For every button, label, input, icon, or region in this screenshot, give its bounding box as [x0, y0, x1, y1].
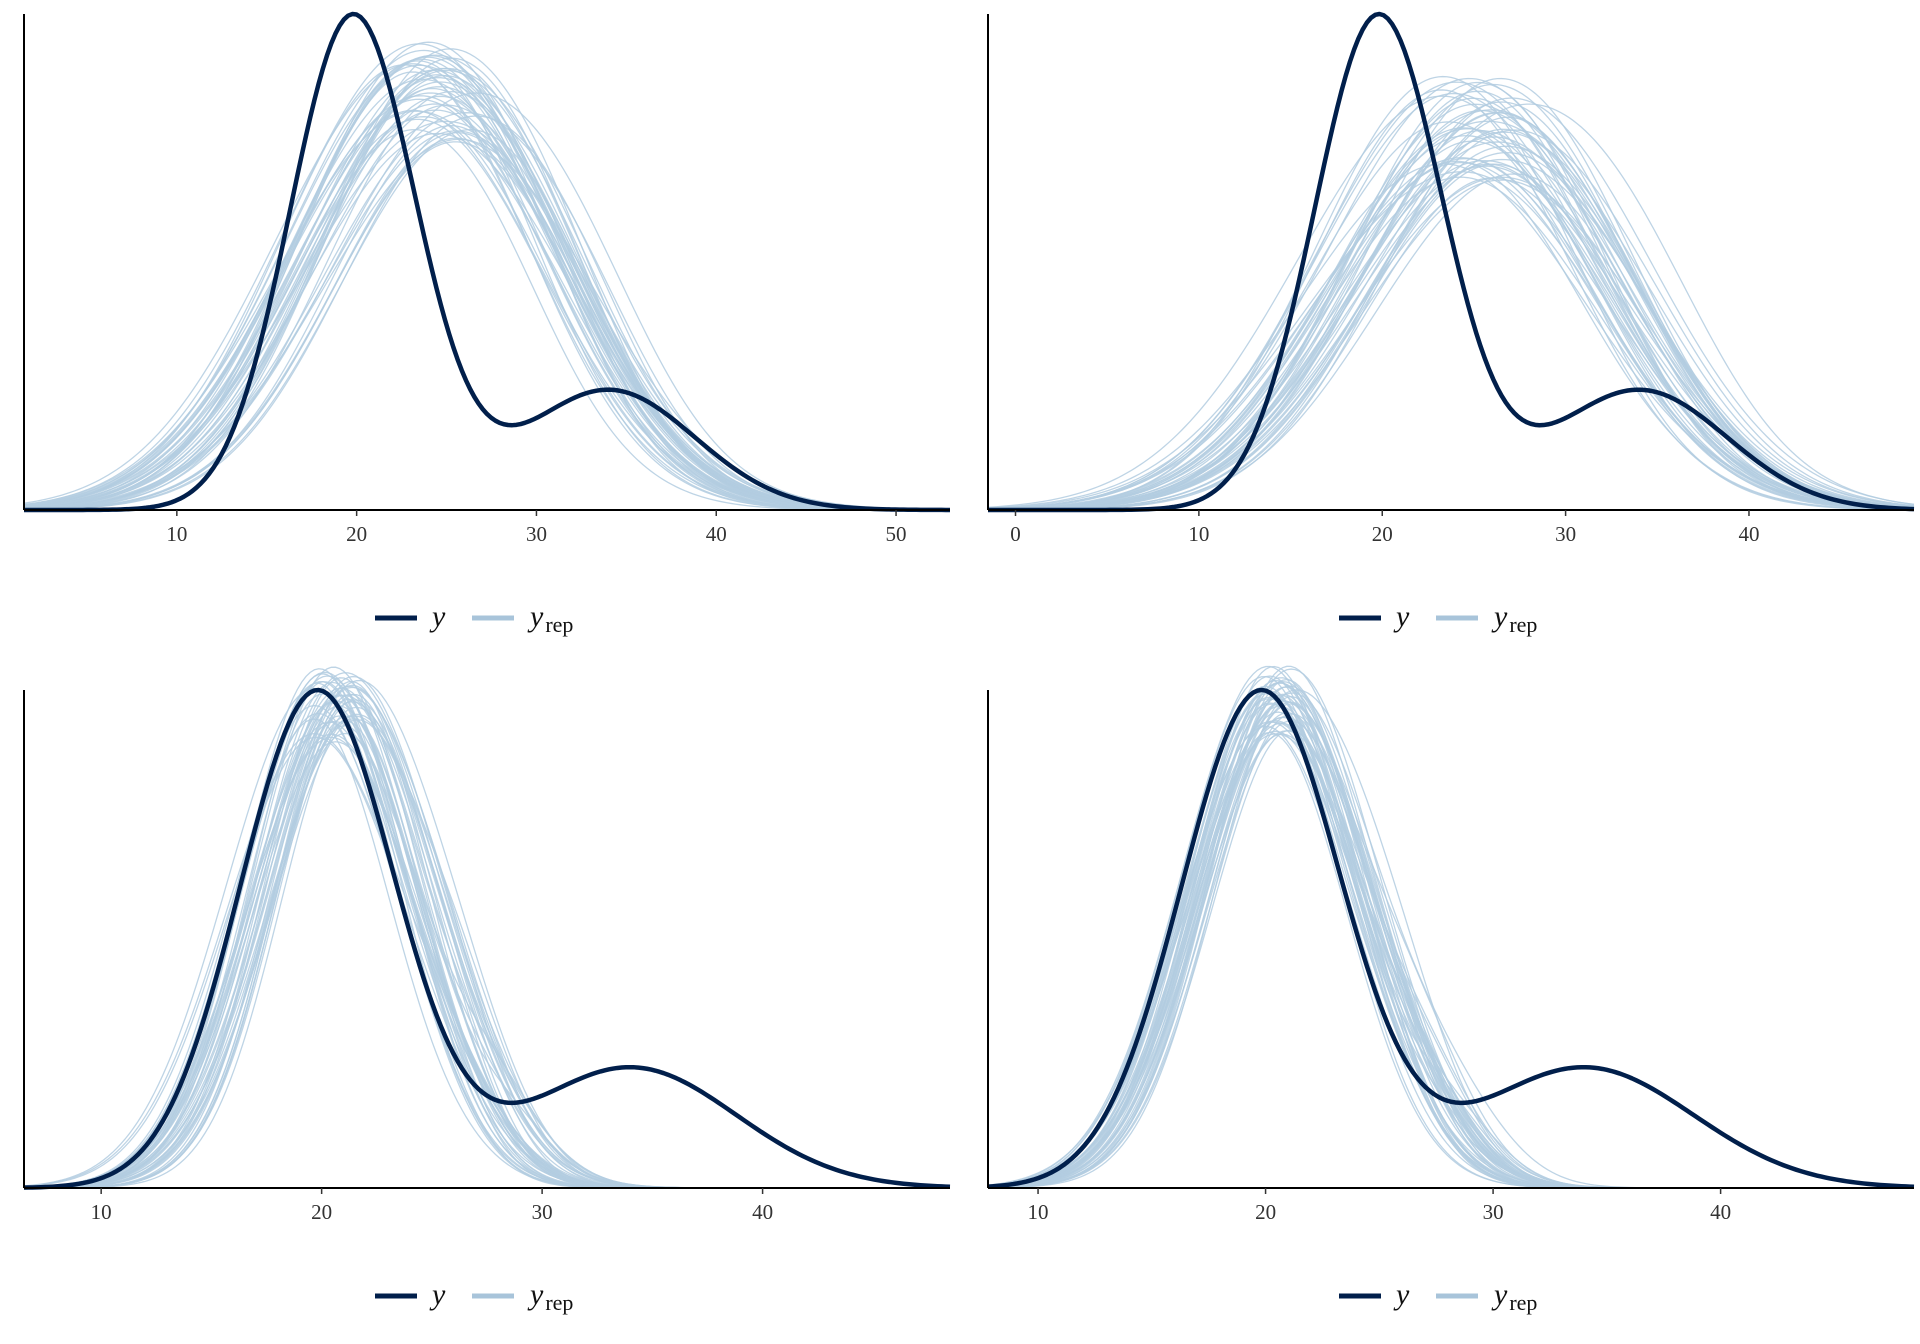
yrep-line: [987, 135, 1915, 511]
x-tick-label: 20: [1255, 1200, 1276, 1224]
yrep-line: [23, 43, 951, 511]
legend-yrep-label: yrep: [527, 1278, 573, 1315]
legend-yrep-label: yrep: [527, 600, 573, 637]
chart-panel-bottom-right: 10 20 30 40 y yrep: [987, 665, 1915, 1315]
yrep-line: [987, 730, 1914, 1189]
yrep-lines: [987, 665, 1914, 1189]
chart-panel-top-left: 10 20 30 40 50 y yrep: [23, 11, 951, 637]
x-tick-label: 10: [1028, 1200, 1049, 1224]
yrep-line: [23, 132, 951, 511]
x-tick-label: 0: [1010, 522, 1021, 546]
yrep-line: [987, 157, 1915, 510]
yrep-line: [987, 129, 1915, 511]
yrep-line: [987, 163, 1915, 510]
x-tick-label: 10: [166, 522, 187, 546]
yrep-line: [23, 675, 950, 1189]
legend: y yrep: [1339, 600, 1537, 637]
yrep-line: [987, 173, 1915, 511]
x-tick-label: 20: [1372, 522, 1393, 546]
x-tick-label: 20: [311, 1200, 332, 1224]
yrep-line: [23, 131, 951, 511]
yrep-line: [23, 129, 950, 511]
yrep-line: [987, 163, 1915, 511]
yrep-line: [23, 116, 951, 511]
legend-yrep-label: yrep: [1491, 600, 1537, 637]
yrep-line: [987, 95, 1915, 509]
yrep-line: [987, 140, 1915, 511]
x-tick-label: 40: [752, 1200, 773, 1224]
yrep-line: [987, 97, 1915, 511]
x-tick-label: 30: [1555, 522, 1576, 546]
yrep-line: [987, 131, 1915, 511]
x-tick-label: 40: [706, 522, 727, 546]
x-tick-label: 20: [346, 522, 367, 546]
yrep-line: [987, 163, 1915, 511]
yrep-lines: [987, 75, 1915, 511]
x-tick-label: 50: [886, 522, 907, 546]
y-observed-line: [23, 687, 951, 1190]
yrep-line: [23, 128, 950, 511]
yrep-line: [23, 109, 951, 511]
x-tick-label: 10: [1188, 522, 1209, 546]
yrep-line: [23, 64, 951, 511]
legend-y-label: y: [1393, 1278, 1410, 1311]
legend: y yrep: [375, 600, 573, 637]
yrep-line: [23, 125, 950, 511]
x-tick-label: 40: [1738, 522, 1759, 546]
yrep-lines: [23, 41, 951, 511]
chart-panel-bottom-left: 10 20 30 40 y yrep: [23, 666, 951, 1315]
x-tick-label: 30: [526, 522, 547, 546]
yrep-line: [987, 729, 1914, 1189]
yrep-line: [987, 92, 1915, 510]
legend-y-label: y: [1393, 600, 1410, 633]
x-tick-label: 40: [1710, 1200, 1731, 1224]
y-observed-line: [987, 687, 1915, 1189]
yrep-line: [987, 176, 1915, 511]
y-observed-line: [988, 11, 1915, 513]
yrep-line: [987, 128, 1915, 511]
yrep-line: [987, 120, 1915, 510]
yrep-line: [23, 92, 951, 511]
yrep-line: [987, 730, 1914, 1189]
x-tick-label: 30: [1483, 1200, 1504, 1224]
yrep-line: [23, 671, 950, 1189]
y-observed-line: [24, 11, 951, 513]
legend-yrep-label: yrep: [1491, 1278, 1537, 1315]
yrep-line: [987, 171, 1915, 510]
legend-y-label: y: [429, 1278, 446, 1311]
yrep-line: [987, 83, 1915, 511]
yrep-line: [23, 673, 950, 1189]
chart-panel-top-right: 0 10 20 30 40 y yrep: [987, 11, 1915, 637]
legend: y yrep: [375, 1278, 573, 1315]
yrep-line: [987, 733, 1914, 1189]
yrep-line: [987, 129, 1915, 511]
x-tick-label: 10: [91, 1200, 112, 1224]
yrep-lines: [23, 666, 950, 1189]
yrep-line: [987, 733, 1914, 1189]
yrep-line: [23, 677, 950, 1189]
x-tick-label: 30: [532, 1200, 553, 1224]
yrep-line: [23, 672, 950, 1189]
yrep-line: [987, 165, 1915, 511]
yrep-line: [987, 731, 1914, 1189]
legend-y-label: y: [429, 600, 446, 633]
yrep-line: [23, 675, 950, 1189]
yrep-line: [23, 130, 951, 511]
yrep-line: [987, 136, 1915, 511]
legend: y yrep: [1339, 1278, 1537, 1315]
